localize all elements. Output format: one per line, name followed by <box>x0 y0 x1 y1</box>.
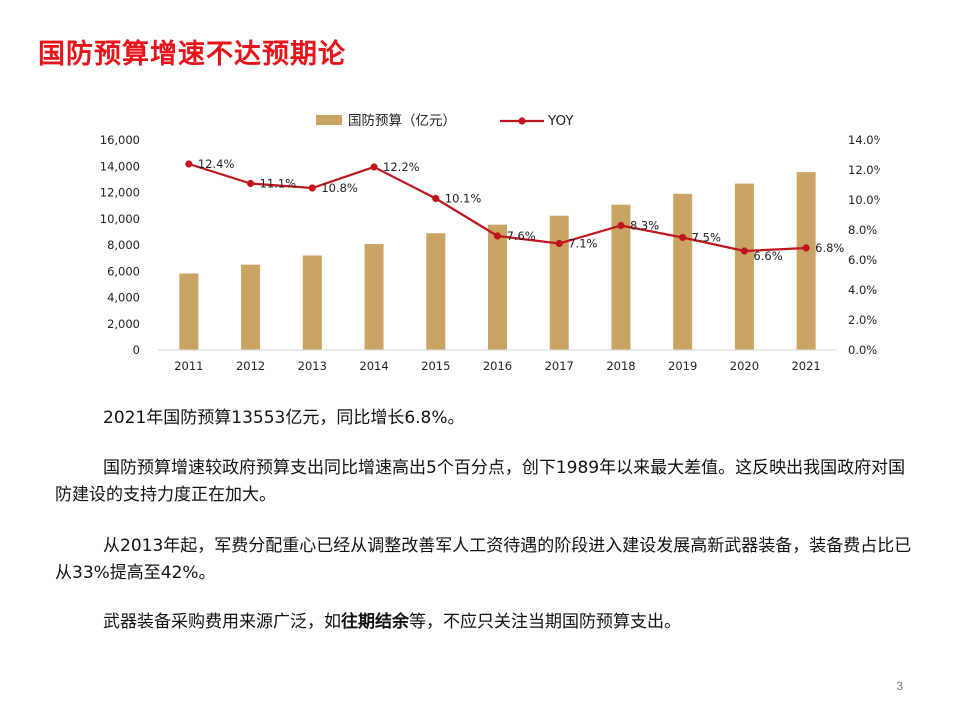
yoy-point-2015 <box>432 194 440 203</box>
yoy-point-2020 <box>740 247 749 255</box>
yoy-point-2012 <box>246 179 255 188</box>
left-tick-label: 8,000 <box>107 238 140 252</box>
right-tick-label: 0.0% <box>848 343 877 357</box>
page-number: 3 <box>896 679 903 693</box>
paragraph-equipment-share: 从2013年起，军费分配重心已经从调整改善军人工资待遇的阶段进入建设发展高新武器… <box>55 536 912 583</box>
x-tick-label: 2013 <box>298 359 327 373</box>
right-tick-label: 8.0% <box>848 223 877 237</box>
yoy-label-2014: 12.2% <box>383 160 420 174</box>
yoy-label-2020: 6.6% <box>753 249 782 263</box>
legend-swatch-budget <box>316 115 342 125</box>
right-tick-label: 6.0% <box>848 253 877 267</box>
x-tick-label: 2020 <box>730 359 759 373</box>
yoy-point-2014 <box>370 163 378 171</box>
bar-2015 <box>426 233 446 350</box>
left-tick-label: 14,000 <box>100 159 140 173</box>
paragraph-growth-comparison: 国防预算增速较政府预算支出同比增速高出5个百分点，创下1989年以来最大差值。这… <box>55 458 906 505</box>
yoy-label-2019: 7.5% <box>692 231 721 245</box>
left-tick-label: 0 <box>133 343 140 357</box>
p4-text-end: 等，不应只关注当期国防预算支出。 <box>409 612 681 632</box>
yoy-label-2013: 10.8% <box>321 181 358 195</box>
bar-2012 <box>241 264 261 350</box>
x-tick-label: 2021 <box>791 359 820 373</box>
right-tick-label: 14.0% <box>848 133 880 147</box>
bar-2011 <box>179 273 199 350</box>
yoy-point-2018 <box>617 221 625 230</box>
left-tick-label: 6,000 <box>107 264 140 278</box>
yoy-point-2011 <box>185 160 193 168</box>
yoy-data-labels: 12.4% 11.1% 10.8% 12.2% 10.1% 7.6% 7.1% 8.3% 7.5… <box>198 157 845 263</box>
left-axis: 0 2,000 4,000 6,000 8,000 10,000 12,000 14,000 1… <box>100 133 140 357</box>
right-tick-label: 2.0% <box>848 313 877 327</box>
x-tick-label: 2019 <box>668 359 697 373</box>
bar-2016 <box>488 224 507 350</box>
chart-legend: 国防预算（亿元） YOY <box>316 113 574 129</box>
left-tick-label: 16,000 <box>100 133 140 147</box>
p4-highlight: 往期结余 <box>341 612 409 632</box>
bar-2017 <box>549 215 569 350</box>
right-axis: 0.0% 2.0% 4.0% 6.0% 8.0% 10.0% 12.0% 14.0% <box>848 133 880 357</box>
defense-budget-chart: 国防预算（亿元） YOY 0 2,000 4,000 6,000 8,000 10,000… <box>100 113 880 373</box>
left-tick-label: 10,000 <box>100 212 140 226</box>
x-tick-label: 2011 <box>174 359 203 373</box>
x-tick-label: 2015 <box>421 359 450 373</box>
paragraph-procurement-sources: 武器装备采购费用来源广泛，如往期结余等，不应只关注当期国防预算支出。 <box>55 609 915 636</box>
bar-2018 <box>611 204 631 350</box>
yoy-label-2015: 10.1% <box>445 192 482 206</box>
paragraph-budget-summary: 2021年国防预算13553亿元，同比增长6.8%。 <box>103 408 465 428</box>
x-tick-label: 2016 <box>483 359 512 373</box>
legend-label-yoy: YOY <box>547 113 574 129</box>
yoy-point-2019 <box>679 233 687 242</box>
yoy-point-2021 <box>802 244 810 252</box>
yoy-point-2013 <box>308 184 316 192</box>
left-tick-label: 4,000 <box>107 291 140 305</box>
bar-series <box>179 172 816 350</box>
yoy-label-2012: 11.1% <box>260 177 297 191</box>
yoy-label-2021: 6.8% <box>815 241 844 255</box>
left-tick-label: 2,000 <box>107 317 140 331</box>
x-tick-label: 2018 <box>606 359 635 373</box>
yoy-point-2017 <box>555 239 563 248</box>
yoy-label-2017: 7.1% <box>568 237 597 251</box>
yoy-line-series <box>185 160 810 255</box>
right-tick-label: 12.0% <box>848 163 880 177</box>
bar-2019 <box>673 193 693 350</box>
yoy-point-2016 <box>493 232 502 240</box>
left-tick-label: 12,000 <box>100 186 140 200</box>
legend-marker-yoy <box>518 117 526 125</box>
slide-title: 国防预算增速不达预期论 <box>38 39 346 70</box>
bar-2014 <box>364 243 384 350</box>
x-tick-label: 2012 <box>236 359 265 373</box>
x-tick-label: 2017 <box>545 359 574 373</box>
x-axis: 2011 2012 2013 2014 2015 2016 2017 2018 2019 2020… <box>174 359 821 373</box>
legend-label-budget: 国防预算（亿元） <box>348 113 456 129</box>
bar-2013 <box>302 255 322 350</box>
yoy-label-2011: 12.4% <box>198 157 235 171</box>
x-tick-label: 2014 <box>359 359 388 373</box>
bar-2021 <box>796 172 816 350</box>
bar-2020 <box>734 183 754 350</box>
p4-text-start: 武器装备采购费用来源广泛，如 <box>103 612 341 632</box>
right-tick-label: 4.0% <box>848 283 877 297</box>
yoy-label-2016: 7.6% <box>507 229 536 243</box>
right-tick-label: 10.0% <box>848 193 880 207</box>
yoy-label-2018: 8.3% <box>630 219 659 233</box>
